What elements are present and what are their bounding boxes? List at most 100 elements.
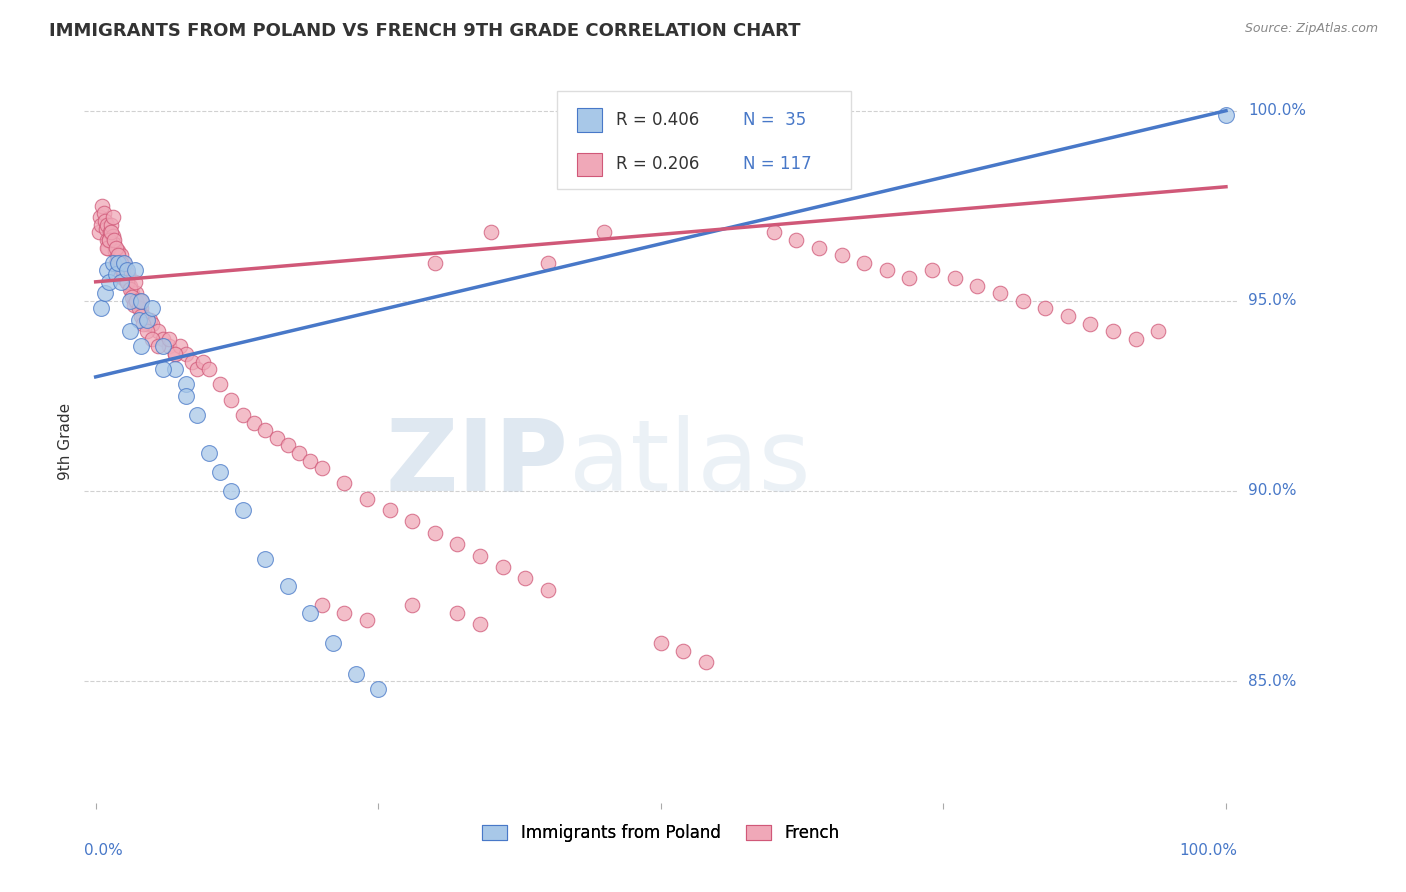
Point xyxy=(288,446,311,460)
Text: 100.0%: 100.0% xyxy=(1180,843,1237,857)
Point xyxy=(1033,301,1056,316)
Point xyxy=(191,354,214,368)
Point xyxy=(141,301,163,316)
Point xyxy=(103,236,125,251)
Point xyxy=(169,339,191,353)
Point xyxy=(446,606,468,620)
Point xyxy=(401,598,423,612)
Point xyxy=(128,293,150,308)
FancyBboxPatch shape xyxy=(576,153,602,177)
Point xyxy=(111,263,134,277)
Point xyxy=(593,226,616,240)
Point xyxy=(107,256,129,270)
Point xyxy=(104,244,127,259)
Point xyxy=(762,226,785,240)
Point xyxy=(93,214,115,228)
Point xyxy=(1011,293,1033,308)
Point xyxy=(537,582,560,597)
Point xyxy=(128,301,150,316)
Point xyxy=(157,339,180,353)
Point xyxy=(876,263,898,277)
Point xyxy=(114,271,136,285)
Point xyxy=(87,226,110,240)
Point xyxy=(111,271,134,285)
Point xyxy=(152,362,174,376)
Point xyxy=(118,278,141,293)
Point xyxy=(157,332,180,346)
Point xyxy=(695,655,717,669)
Point xyxy=(135,324,157,338)
Point xyxy=(146,324,169,338)
Point xyxy=(898,271,921,285)
Point xyxy=(468,617,491,632)
Point xyxy=(117,275,139,289)
Point xyxy=(128,313,150,327)
Point xyxy=(988,286,1011,301)
Point xyxy=(105,248,128,262)
Point xyxy=(94,221,117,235)
Point xyxy=(537,256,560,270)
Text: ZIP: ZIP xyxy=(385,415,568,512)
Point xyxy=(125,286,148,301)
Point xyxy=(650,636,672,650)
Point xyxy=(966,278,988,293)
Point xyxy=(98,275,121,289)
Point xyxy=(299,606,322,620)
Point xyxy=(356,491,378,506)
Point xyxy=(174,347,197,361)
Text: 90.0%: 90.0% xyxy=(1249,483,1296,499)
Point xyxy=(163,347,186,361)
Point xyxy=(423,525,446,540)
Point xyxy=(1056,309,1078,323)
Point xyxy=(96,263,118,277)
Point xyxy=(135,313,157,327)
Point xyxy=(152,332,174,346)
Point xyxy=(141,332,163,346)
Point xyxy=(101,229,124,244)
Point xyxy=(197,362,219,376)
Point xyxy=(446,537,468,551)
Point xyxy=(491,560,513,574)
Point xyxy=(221,483,243,498)
Point xyxy=(333,606,356,620)
Point xyxy=(129,309,152,323)
Point xyxy=(129,293,152,308)
Point xyxy=(322,636,344,650)
Point xyxy=(132,317,155,331)
Point xyxy=(277,438,299,452)
Text: Source: ZipAtlas.com: Source: ZipAtlas.com xyxy=(1244,22,1378,36)
Point xyxy=(266,431,288,445)
Point xyxy=(311,598,333,612)
Point xyxy=(423,256,446,270)
Point xyxy=(125,293,148,308)
Point xyxy=(108,256,131,270)
Point xyxy=(139,313,162,327)
Legend: Immigrants from Poland, French: Immigrants from Poland, French xyxy=(475,817,846,848)
Point xyxy=(90,218,112,232)
Point xyxy=(356,613,378,627)
Point xyxy=(91,199,114,213)
Point xyxy=(243,416,266,430)
Point xyxy=(1215,107,1237,121)
Point xyxy=(479,226,502,240)
Text: N =  35: N = 35 xyxy=(742,111,806,128)
Point xyxy=(110,256,132,270)
Text: IMMIGRANTS FROM POLAND VS FRENCH 9TH GRADE CORRELATION CHART: IMMIGRANTS FROM POLAND VS FRENCH 9TH GRA… xyxy=(49,22,800,40)
Text: 100.0%: 100.0% xyxy=(1249,103,1306,119)
Point xyxy=(97,241,120,255)
Point xyxy=(115,263,138,277)
Point xyxy=(186,362,208,376)
Point xyxy=(208,377,231,392)
Point xyxy=(114,271,136,285)
Text: R = 0.206: R = 0.206 xyxy=(616,155,699,173)
Point xyxy=(785,233,807,247)
Point xyxy=(186,408,208,422)
Point xyxy=(96,241,118,255)
FancyBboxPatch shape xyxy=(576,108,602,132)
Point xyxy=(401,515,423,529)
Point xyxy=(515,571,537,585)
Point xyxy=(129,293,152,308)
Point xyxy=(105,241,128,255)
Text: atlas: atlas xyxy=(568,415,810,512)
Point xyxy=(122,298,145,312)
